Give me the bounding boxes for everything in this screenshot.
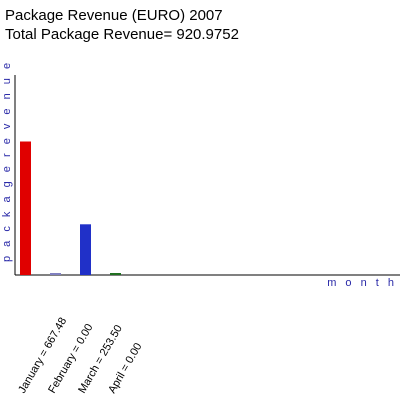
chart-title: Package Revenue (EURO) 2007 — [5, 7, 223, 24]
chart-subtitle: Total Package Revenue= 920.9752 — [5, 26, 239, 43]
bar-group — [20, 141, 121, 275]
bar-january — [20, 141, 31, 275]
x-axis-label: m o n t h — [327, 277, 397, 289]
bar-march — [80, 224, 91, 275]
bar-april — [110, 273, 121, 275]
y-axis-label: p a c k a g e r e v e n u e — [1, 60, 13, 262]
bar-february — [50, 273, 61, 275]
